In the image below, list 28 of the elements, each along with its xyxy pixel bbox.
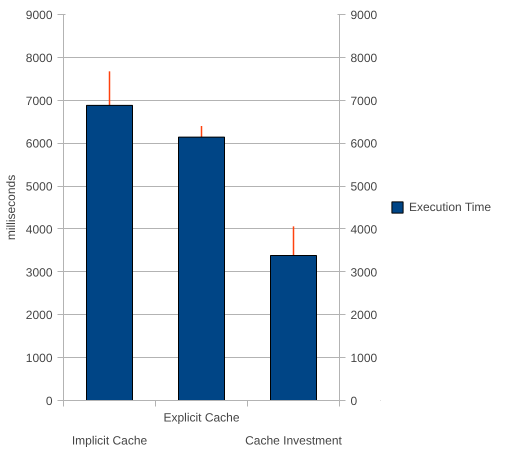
- y-tick-label: 9000: [26, 8, 53, 22]
- y-tick-label: 3000: [26, 265, 53, 280]
- y-tick-label: 8000: [26, 50, 53, 65]
- y-tick-label: 7000: [26, 94, 53, 108]
- y-tick-label: 2000: [26, 308, 53, 322]
- y-tick-label: 1000: [26, 351, 53, 366]
- y-tick-label: 6000: [26, 136, 53, 151]
- y2-tick-label: 4000: [350, 222, 378, 236]
- y2-tick-label: 5000: [350, 180, 378, 194]
- y2-tick-label: 8000: [350, 50, 378, 65]
- y-tick-label: 4000: [26, 222, 53, 236]
- y2-tick-label: 9000: [350, 8, 378, 22]
- y-tick-label: 0: [46, 394, 53, 408]
- y2-tick-label: 6000: [350, 136, 378, 151]
- legend-label: Execution Time: [409, 200, 492, 214]
- x-tick-label: Implicit Cache: [72, 434, 148, 448]
- y2-tick-label: 7000: [350, 94, 378, 108]
- x-tick-label: Explicit Cache: [163, 410, 240, 424]
- bar: [86, 104, 133, 400]
- x-tick-label: Cache Investment: [245, 434, 343, 448]
- y-axis-title: milliseconds: [4, 174, 18, 240]
- bar: [178, 136, 225, 400]
- y2-tick-label: 1000: [350, 351, 378, 366]
- y2-tick-label: 3000: [350, 265, 378, 280]
- y-tick-label: 5000: [26, 180, 53, 194]
- y2-tick-label: 2000: [350, 308, 378, 322]
- y2-tick-label: 0: [350, 394, 358, 408]
- bar: [270, 255, 317, 400]
